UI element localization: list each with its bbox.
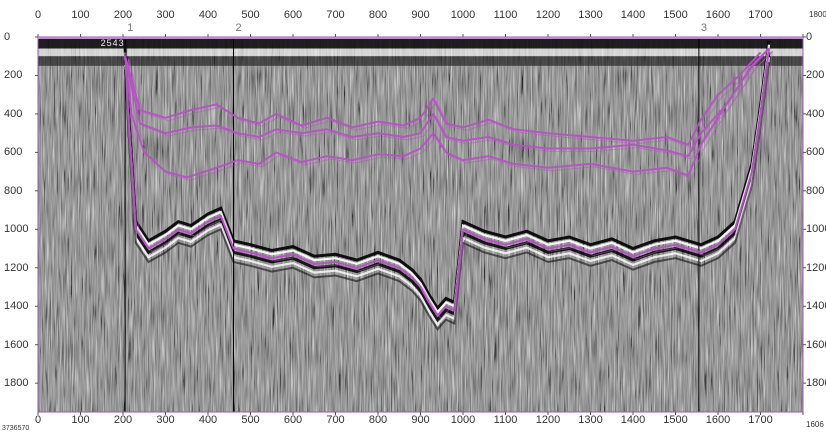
y-tick-label-left-1000: 1000 (4, 223, 29, 236)
x-tick-label-bottom-800: 800 (368, 414, 388, 426)
horizon-line-2 (124, 47, 770, 158)
y-tick-label-right-1000: 1000 (806, 223, 826, 236)
y-tick-label-right-800: 800 (806, 184, 825, 197)
horizon-line-3 (124, 47, 770, 179)
y-tick-label-left-1200: 1200 (4, 261, 29, 274)
x-tick-label-top-500: 500 (241, 9, 260, 21)
x-tick-label-top-1000: 1000 (450, 9, 476, 21)
x-tick-label-top-900: 900 (411, 9, 430, 21)
x-tick-label-top-400: 400 (198, 9, 218, 21)
x-tick-label-bottom-1000: 1000 (450, 414, 476, 426)
y-tick-label-right-400: 400 (806, 107, 825, 120)
x-tick-label-bottom-200: 200 (113, 414, 133, 426)
surface-band-light (38, 48, 803, 57)
x-tick-label-bottom-600: 600 (283, 414, 303, 426)
x-tick-label-top-1700: 1700 (748, 9, 773, 21)
y-tick-label-left-1600: 1600 (4, 338, 29, 351)
y-tick-label-right-1600: 1600 (806, 338, 826, 351)
x-tick-label-top-600: 600 (283, 9, 303, 21)
y-tick-label-right-200: 200 (806, 69, 825, 82)
y-tick-label-right-1400: 1400 (806, 300, 826, 313)
y-tick-label-right-0: 0 (806, 31, 813, 43)
marker-label-2: 2 (235, 22, 242, 34)
y-tick-label-left-1400: 1400 (4, 300, 29, 313)
x-tick-label-bottom-0: 0 (34, 414, 42, 426)
x-tick-label-bottom-500: 500 (241, 414, 260, 426)
position-readout: 3736570 (2, 425, 30, 432)
depth-readout: 1606 (806, 420, 824, 429)
y-tick-label-left-400: 400 (4, 107, 23, 120)
marker-sublabel-5: 5 (106, 38, 112, 48)
x-tick-label-top-1300: 1300 (578, 9, 603, 21)
x-tick-label-bottom-1500: 1500 (663, 414, 688, 426)
surface-band-dark-2 (38, 56, 803, 66)
x-tick-label-bottom-300: 300 (156, 414, 175, 426)
axes (35, 34, 806, 415)
marker-label-1: 1 (127, 22, 134, 34)
x-tick-label-top-100: 100 (71, 9, 90, 21)
x-tick-label-bottom-1300: 1300 (578, 414, 603, 426)
horizon-echo-3 (128, 51, 773, 181)
x-tick-label-top-1500: 1500 (663, 9, 688, 21)
x-tick-label-top-200: 200 (113, 9, 133, 21)
x-tick-label-top-300: 300 (156, 9, 175, 21)
marker-sublabel-4: 4 (112, 38, 118, 48)
horizon-line-4 (124, 48, 770, 317)
x-tick-label-top-700: 700 (326, 9, 345, 21)
corner-readout: 1800 (809, 10, 826, 19)
horizon-echo-2 (128, 51, 773, 160)
x-tick-label-top-1400: 1400 (620, 9, 646, 21)
y-tick-label-right-1200: 1200 (806, 261, 826, 274)
horizon-line-1 (124, 51, 762, 146)
y-tick-label-left-800: 800 (4, 184, 23, 197)
bed-reflection-band-4 (124, 61, 770, 331)
radargram-background (38, 37, 803, 412)
marker-sublabel-2: 2 (100, 38, 106, 48)
y-tick-label-right-1800: 1800 (806, 377, 826, 390)
marker-sublabel-3: 3 (118, 38, 124, 48)
marker-label-3: 3 (700, 22, 707, 34)
x-tick-label-top-1600: 1600 (705, 9, 731, 21)
x-tick-label-bottom-1200: 1200 (535, 414, 561, 426)
x-tick-label-bottom-400: 400 (198, 414, 218, 426)
x-tick-label-bottom-1600: 1600 (705, 414, 731, 426)
surface-band-dark (38, 37, 803, 49)
bed-reflection-band-0 (123, 40, 771, 311)
x-tick-label-bottom-1700: 1700 (748, 414, 773, 426)
x-tick-label-top-0: 0 (34, 9, 42, 21)
x-tick-label-bottom-700: 700 (326, 414, 345, 426)
y-tick-label-left-600: 600 (4, 146, 23, 159)
y-tick-label-right-600: 600 (806, 146, 825, 159)
x-tick-label-top-800: 800 (368, 9, 388, 21)
trace-markers (124, 37, 700, 412)
x-tick-label-bottom-100: 100 (71, 414, 90, 426)
horizon-echo-4 (128, 51, 773, 320)
x-tick-label-top-1100: 1100 (493, 9, 518, 21)
y-tick-label-left-200: 200 (4, 69, 23, 82)
x-tick-label-top-1200: 1200 (535, 9, 561, 21)
y-tick-label-left-1800: 1800 (4, 377, 29, 390)
horizon-echo-1 (128, 54, 765, 149)
x-tick-label-bottom-1400: 1400 (620, 414, 646, 426)
picked-horizons (124, 47, 773, 320)
noise-texture (38, 37, 803, 412)
x-tick-label-bottom-1100: 1100 (493, 414, 518, 426)
x-tick-label-bottom-900: 900 (411, 414, 430, 426)
bed-reflection-band-3 (124, 57, 771, 327)
y-tick-label-left-0: 0 (4, 31, 11, 43)
